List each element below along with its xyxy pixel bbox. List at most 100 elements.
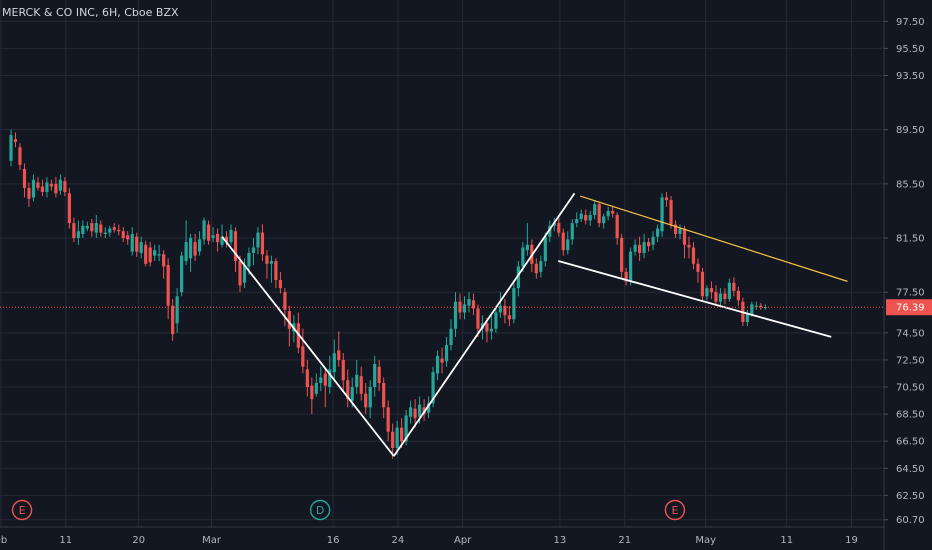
candle (13, 132, 18, 148)
candle (81, 220, 85, 239)
event-marker-d[interactable]: D (309, 499, 331, 521)
candle-body-up (525, 244, 529, 251)
candle (117, 224, 121, 236)
candle (180, 251, 184, 297)
candle (543, 232, 547, 267)
candle (633, 239, 637, 256)
candle (400, 418, 404, 448)
candle (58, 174, 62, 195)
candle (579, 209, 583, 222)
candle (220, 224, 224, 248)
candle (489, 312, 494, 340)
candle-body-up (220, 236, 224, 245)
candle-body-up (350, 387, 354, 401)
candle-body-up (629, 251, 633, 282)
candle (346, 369, 350, 408)
candle-body-down (112, 227, 116, 230)
candle (260, 224, 265, 262)
candle-body-up (444, 345, 449, 362)
candle (714, 285, 718, 306)
candle (355, 359, 359, 394)
candle-body-up (512, 288, 516, 320)
candle-body-down (323, 373, 327, 386)
event-marker-e[interactable]: E (664, 499, 686, 521)
candle-body-up (467, 298, 471, 306)
candle-body-up (409, 407, 413, 417)
candle-body-down (723, 293, 727, 299)
candle-body-down (40, 186, 45, 192)
candle-body-down (682, 228, 687, 245)
current-price-badge (886, 299, 932, 316)
candle-body-up (417, 404, 422, 417)
candle (206, 220, 211, 245)
candle-body-down (557, 223, 561, 233)
event-label: E (671, 504, 678, 517)
candle-body-up (157, 254, 161, 256)
trendline-white[interactable] (558, 260, 832, 338)
candle-body-down (759, 305, 763, 308)
candle-body-down (135, 236, 139, 252)
x-tick-label: 13 (554, 535, 567, 546)
candle (171, 298, 175, 341)
candle (660, 193, 664, 237)
trendline-white[interactable] (221, 236, 395, 457)
trendline-white[interactable] (393, 192, 576, 457)
candle (664, 191, 669, 207)
candle (9, 129, 13, 167)
candle (453, 292, 458, 337)
candle-body-up (750, 304, 754, 314)
y-tick-label: 72.50 (896, 355, 925, 366)
candle (265, 250, 269, 279)
event-circle (309, 499, 331, 521)
x-axis[interactable]: eb 11 20 Mar 16 24 Apr 13 21 May 11 19 (0, 535, 858, 546)
trendline-yellow[interactable] (579, 195, 848, 282)
candle-body-up (76, 231, 80, 239)
candle (126, 231, 130, 245)
candle (669, 196, 673, 229)
candle (413, 399, 417, 428)
y-tick-label: 64.50 (896, 464, 925, 475)
candle-body-up (449, 328, 453, 346)
candle-body-down (341, 359, 345, 381)
y-axis[interactable]: 97.50 95.50 93.50 89.50 85.50 81.50 77.50 74.50… (884, 17, 925, 526)
candle-body-up (175, 296, 179, 324)
candle (718, 288, 723, 308)
candle (148, 242, 152, 267)
y-tick-label: 77.50 (896, 288, 925, 299)
candle (238, 255, 242, 293)
candle (99, 220, 103, 237)
candle (552, 217, 556, 232)
event-marker-e[interactable]: E (11, 499, 33, 521)
candle-body-up (9, 135, 13, 161)
candle-body-down (278, 280, 282, 289)
candle-body-up (189, 238, 193, 259)
candle-body-up (453, 301, 458, 329)
candle-body-down (400, 427, 404, 442)
x-tick-label: Mar (202, 535, 222, 546)
candle-body-up (718, 293, 723, 302)
x-tick-label: 24 (392, 535, 405, 546)
candle-body-down (233, 231, 238, 262)
candle-body-up (660, 197, 664, 232)
candle-body-down (166, 265, 170, 306)
candle-body-up (602, 216, 606, 224)
candle-body-up (184, 242, 188, 262)
candle (40, 179, 45, 197)
candle (709, 281, 714, 299)
candle (409, 400, 413, 424)
candle-body-up (494, 312, 498, 329)
candle (242, 258, 247, 289)
candle-body-down (54, 183, 58, 194)
y-tick-label: 60.70 (896, 515, 925, 526)
candle (539, 255, 543, 278)
candle (323, 369, 327, 408)
candle-body-down (99, 224, 103, 233)
candle (498, 292, 503, 318)
candle (94, 215, 98, 239)
candle (611, 205, 615, 218)
candle (283, 288, 287, 327)
candle-body-up (588, 215, 592, 221)
x-tick-label: 16 (327, 535, 340, 546)
